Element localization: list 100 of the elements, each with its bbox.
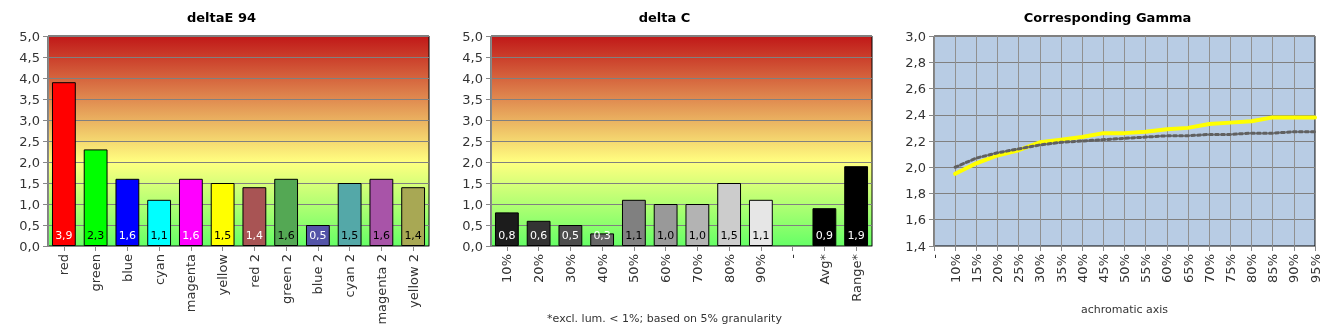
x-tick-label: 35% (1053, 254, 1069, 283)
data-label: 1,5 (720, 229, 738, 242)
y-tick-label: 1,0 (19, 196, 40, 212)
y-tick-label: 2,0 (905, 159, 926, 175)
y-tick-label: 0,5 (462, 217, 483, 233)
x-tick-label: red 2 (246, 254, 262, 288)
x-tick-label: 55% (1138, 254, 1154, 283)
data-label: 0,3 (593, 229, 611, 242)
x-tick-label: yellow (215, 253, 231, 296)
y-tick-label: 3,0 (19, 112, 40, 128)
x-tick-label: 70% (689, 254, 705, 283)
y-tick-label: 1,5 (462, 175, 483, 191)
data-label: 0,9 (815, 229, 834, 242)
y-tick-label: 3,5 (19, 91, 40, 107)
data-label: 0,5 (309, 229, 327, 242)
x-tick-label: 30% (562, 254, 578, 283)
x-tick-label: 10% (499, 254, 515, 283)
y-tick-label: 4,5 (19, 49, 40, 65)
y-tick-label: 1,4 (905, 238, 926, 254)
y-tick-label: 2,4 (905, 107, 926, 123)
x-axis-title: achromatic axis (1080, 303, 1169, 316)
y-tick-label: 4,5 (462, 49, 483, 65)
x-tick-label: 50% (626, 254, 642, 283)
y-tick-label: 0,0 (19, 238, 40, 254)
x-tick-label: blue (119, 254, 135, 283)
x-tick-label: 90% (753, 254, 769, 283)
x-tick-label: 20% (531, 254, 547, 283)
x-tick-label: 90% (1286, 254, 1302, 283)
chart-title: delta C (638, 10, 691, 25)
y-tick-label: 3,5 (462, 91, 483, 107)
x-tick-label: 75% (1222, 254, 1238, 283)
y-tick-label: 1,8 (905, 186, 926, 201)
y-tick-label: 3,0 (462, 112, 483, 128)
data-label: 1,6 (372, 229, 391, 242)
x-tick-label: cyan (151, 254, 167, 286)
data-label: 0,5 (561, 229, 580, 242)
x-tick-label: red (56, 254, 72, 276)
x-tick-label: Range* (848, 253, 864, 302)
y-tick-label: 2,5 (19, 133, 40, 149)
x-tick-label: 95% (1307, 254, 1323, 283)
x-tick-label: - (785, 253, 801, 259)
data-label: 1,1 (625, 229, 643, 242)
y-tick-label: 1,5 (19, 175, 40, 191)
y-tick-label: 5,0 (19, 28, 40, 44)
data-label: 1,9 (847, 229, 865, 242)
y-tick-label: 1,6 (905, 212, 926, 228)
data-label: 2,3 (86, 229, 105, 242)
line-series (953, 115, 1317, 176)
chart-title: deltaE 94 (186, 10, 257, 25)
data-label: 1,4 (245, 229, 264, 242)
y-tick-label: 2,2 (905, 133, 926, 149)
y-tick-label: 2,6 (905, 81, 926, 96)
x-tick-label: 40% (1074, 254, 1090, 283)
data-label: 0,8 (498, 229, 516, 242)
x-tick-label: green (88, 254, 104, 292)
x-tick-label: yellow 2 (405, 254, 421, 308)
chart-title: Corresponding Gamma (1023, 10, 1192, 25)
x-tick-label: 20% (990, 254, 1005, 283)
data-label: 1,0 (656, 229, 675, 242)
x-tick-label: 15% (968, 254, 984, 283)
x-tick-label: green 2 (278, 254, 294, 304)
line-series (953, 130, 1317, 169)
x-tick-label: 40% (594, 254, 610, 283)
x-tick-label: 60% (658, 254, 674, 283)
data-label: 1,6 (277, 229, 295, 242)
data-label: 0,6 (529, 229, 548, 242)
x-tick-label: magenta (183, 254, 199, 313)
y-tick-label: 2,0 (462, 154, 483, 170)
x-tick-label: 70% (1201, 254, 1217, 283)
text: *excl. lum. < 1%; based on 5% granularity (547, 312, 783, 325)
x-tick-label: 65% (1180, 254, 1196, 283)
data-label: 1,5 (340, 229, 359, 242)
data-label: 1,0 (688, 229, 707, 242)
y-tick-label: 4,0 (19, 70, 40, 86)
data-label: 3,9 (55, 229, 73, 242)
x-tick-label: 85% (1265, 254, 1281, 283)
data-label: 1,6 (182, 229, 200, 242)
x-tick-label: 50% (1117, 254, 1132, 283)
data-label: 1,6 (118, 229, 137, 242)
y-tick-label: 1,0 (462, 196, 483, 212)
data-label: 1,5 (213, 229, 232, 242)
x-tick-label: magenta 2 (373, 254, 389, 325)
x-tick-label: 80% (1244, 254, 1259, 283)
y-tick-label: 2,0 (19, 154, 40, 170)
y-tick-label: 0,5 (19, 217, 40, 233)
x-tick-label: 60% (1159, 254, 1175, 283)
y-tick-label: 2,5 (462, 133, 483, 149)
y-tick-label: 5,0 (462, 28, 483, 44)
x-tick-label: 25% (1011, 254, 1027, 283)
y-tick-label: 2,8 (905, 54, 926, 70)
data-label: 1,4 (404, 229, 422, 242)
x-tick-label: blue 2 (310, 254, 326, 295)
y-tick-label: 3,0 (905, 28, 926, 44)
x-tick-label: - (926, 253, 942, 259)
x-tick-label: 45% (1095, 254, 1111, 283)
y-tick-label: 0,0 (462, 238, 483, 254)
x-tick-label: cyan 2 (342, 254, 358, 298)
x-tick-label: Avg* (816, 253, 832, 285)
x-tick-label: 10% (947, 254, 963, 283)
x-tick-label: 80% (721, 254, 737, 283)
